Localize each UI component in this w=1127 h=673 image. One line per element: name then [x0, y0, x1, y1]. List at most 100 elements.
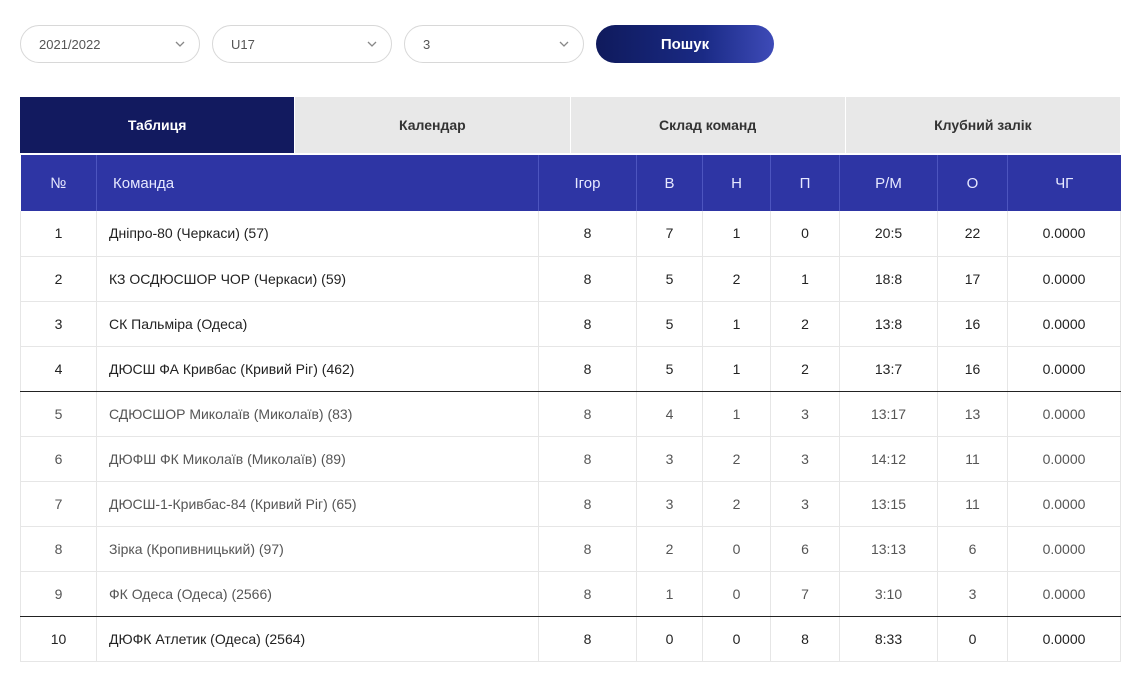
cell-draws: 0 [702, 526, 771, 572]
cell-team: ДЮФК Атлетик (Одеса) (2564) [96, 616, 539, 662]
cell-goals: 13:17 [839, 391, 938, 437]
cell-goals: 13:15 [839, 481, 938, 527]
filters-bar: 2021/2022 U17 3 Пошук [20, 25, 774, 63]
cell-num: 3 [20, 301, 97, 347]
header-losses: П [770, 155, 840, 211]
cell-team: КЗ ОСДЮСШОР ЧОР (Черкаси) (59) [96, 256, 539, 302]
cell-games: 8 [538, 211, 637, 257]
season-select[interactable]: 2021/2022 [20, 25, 200, 63]
cell-losses: 2 [770, 301, 840, 347]
cell-num: 9 [20, 571, 97, 617]
cell-num: 7 [20, 481, 97, 527]
cell-cg: 0.0000 [1007, 526, 1121, 572]
cell-points: 3 [937, 571, 1008, 617]
cell-wins: 5 [636, 256, 703, 302]
cell-team: Зірка (Кропивницький) (97) [96, 526, 539, 572]
cell-games: 8 [538, 346, 637, 392]
age-select[interactable]: U17 [212, 25, 392, 63]
cell-points: 22 [937, 211, 1008, 257]
cell-wins: 0 [636, 616, 703, 662]
cell-goals: 8:33 [839, 616, 938, 662]
cell-num: 6 [20, 436, 97, 482]
cell-games: 8 [538, 526, 637, 572]
table-row: 1 Дніпро-80 (Черкаси) (57) 8 7 1 0 20:5 22 0.000… [20, 211, 1121, 257]
tab-bar: Таблиця Календар Склад команд Клубний за… [20, 97, 1120, 153]
group-select[interactable]: 3 [404, 25, 584, 63]
cell-games: 8 [538, 391, 637, 437]
cell-team: ДЮФШ ФК Миколаїв (Миколаїв) (89) [96, 436, 539, 482]
search-button[interactable]: Пошук [596, 25, 774, 63]
table-row: 10 ДЮФК Атлетик (Одеса) (2564) 8 0 0 8 8:33 0 0.… [20, 616, 1121, 662]
cell-draws: 1 [702, 301, 771, 347]
table-row: 3 СК Пальміра (Одеса) 8 5 1 2 13:8 16 0.0000 [20, 301, 1121, 347]
cell-wins: 2 [636, 526, 703, 572]
header-wins: В [636, 155, 703, 211]
chevron-down-icon [175, 41, 185, 47]
table-row: 2 КЗ ОСДЮСШОР ЧОР (Черкаси) (59) 8 5 2 1 18:8 1… [20, 256, 1121, 302]
age-select-value: U17 [231, 36, 255, 52]
tab-calendar[interactable]: Календар [295, 97, 571, 153]
cell-team: СК Пальміра (Одеса) [96, 301, 539, 347]
cell-wins: 7 [636, 211, 703, 257]
cell-points: 17 [937, 256, 1008, 302]
cell-games: 8 [538, 571, 637, 617]
tab-table[interactable]: Таблиця [20, 97, 296, 153]
header-cg: ЧГ [1055, 174, 1074, 192]
chevron-down-icon [367, 41, 377, 47]
table-row: 8 Зірка (Кропивницький) (97) 8 2 0 6 13:13 6 0.0… [20, 526, 1121, 572]
tab-club-standings[interactable]: Клубний залік [845, 97, 1120, 153]
cell-cg: 0.0000 [1007, 211, 1121, 257]
cell-draws: 0 [702, 571, 771, 617]
cell-points: 11 [937, 436, 1008, 482]
cell-losses: 1 [770, 256, 840, 302]
cell-points: 16 [937, 346, 1008, 392]
season-select-value: 2021/2022 [39, 36, 101, 52]
cell-games: 8 [538, 481, 637, 527]
cell-points: 6 [937, 526, 1008, 572]
cell-cg: 0.0000 [1007, 346, 1121, 392]
table-row: 5 СДЮСШОР Миколаїв (Миколаїв) (83) 8 4 1 3 13:… [20, 391, 1121, 437]
cell-losses: 0 [770, 211, 840, 257]
cell-losses: 3 [770, 436, 840, 482]
cell-wins: 3 [636, 436, 703, 482]
cell-draws: 0 [702, 616, 771, 662]
cell-points: 0 [937, 616, 1008, 662]
cell-games: 8 [538, 301, 637, 347]
cell-team: ФК Одеса (Одеса) (2566) [96, 571, 539, 617]
cell-games: 8 [538, 616, 637, 662]
cell-draws: 2 [702, 481, 771, 527]
cell-goals: 13:13 [839, 526, 938, 572]
standings-table: № Команда Ігор В Н П Р/М О ЧГ 1 Дніпро-80… [20, 155, 1121, 662]
cell-goals: 20:5 [839, 211, 938, 257]
cell-points: 16 [937, 301, 1008, 347]
cell-losses: 8 [770, 616, 840, 662]
cell-num: 4 [20, 346, 97, 392]
cell-cg: 0.0000 [1007, 481, 1121, 527]
cell-wins: 5 [636, 346, 703, 392]
cell-goals: 3:10 [839, 571, 938, 617]
chevron-down-icon [559, 41, 569, 47]
cell-num: 8 [20, 526, 97, 572]
cell-team: СДЮСШОР Миколаїв (Миколаїв) (83) [96, 391, 539, 437]
cell-losses: 3 [770, 481, 840, 527]
table-row: 6 ДЮФШ ФК Миколаїв (Миколаїв) (89) 8 3 2 3 14:… [20, 436, 1121, 482]
group-select-value: 3 [423, 36, 431, 52]
tab-team-rosters[interactable]: Склад команд [570, 97, 846, 153]
cell-num: 2 [20, 256, 97, 302]
cell-draws: 2 [702, 256, 771, 302]
cell-draws: 1 [702, 211, 771, 257]
header-draws: Н [702, 155, 771, 211]
cell-games: 8 [538, 256, 637, 302]
table-body: 1 Дніпро-80 (Черкаси) (57) 8 7 1 0 20:5 22 0.000… [20, 211, 1121, 662]
cell-cg: 0.0000 [1007, 571, 1121, 617]
table-row: 9 ФК Одеса (Одеса) (2566) 8 1 0 7 3:10 3 0.0000 [20, 571, 1121, 617]
cell-team: ДЮСШ ФА Кривбас (Кривий Ріг) (462) [96, 346, 539, 392]
cell-team: Дніпро-80 (Черкаси) (57) [96, 211, 539, 257]
table-row: 7 ДЮСШ-1-Кривбас-84 (Кривий Ріг) (65) 8 3 2 3… [20, 481, 1121, 527]
cell-goals: 18:8 [839, 256, 938, 302]
cell-points: 11 [937, 481, 1008, 527]
cell-points: 13 [937, 391, 1008, 437]
header-games: Ігор [538, 155, 637, 211]
cell-goals: 14:12 [839, 436, 938, 482]
cell-goals: 13:8 [839, 301, 938, 347]
